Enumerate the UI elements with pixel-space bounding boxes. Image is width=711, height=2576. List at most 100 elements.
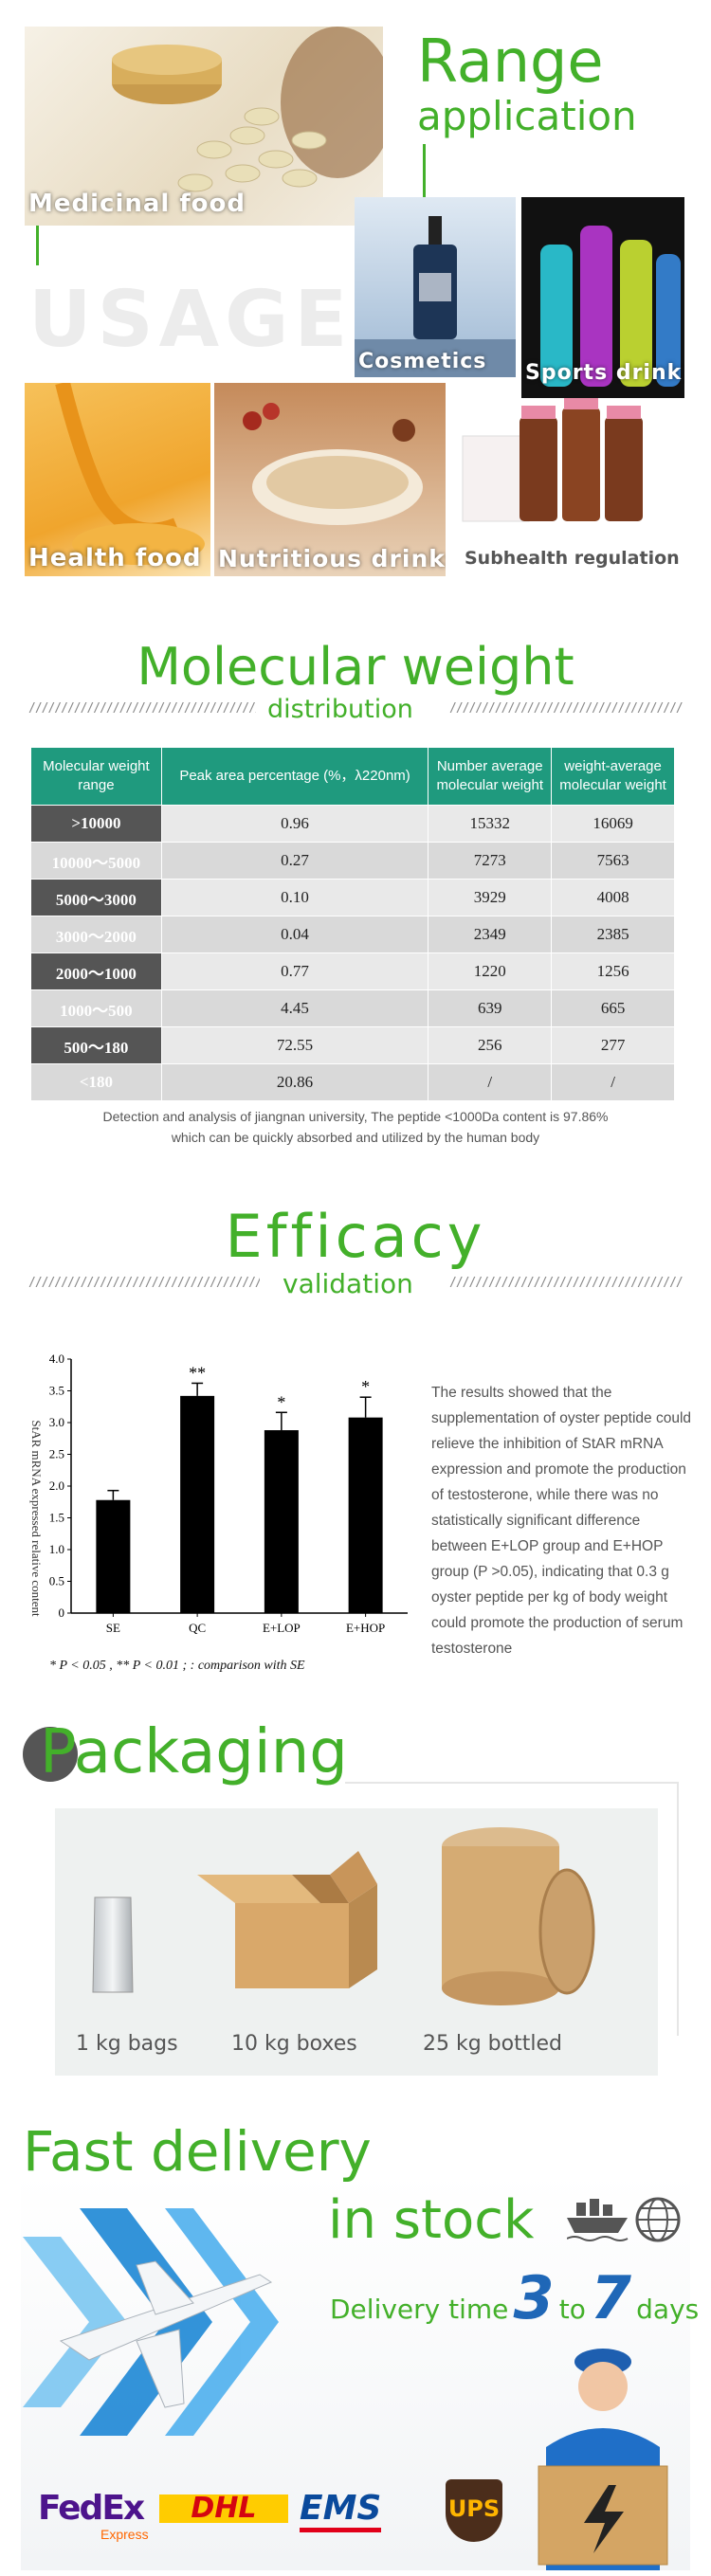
packaging-title: Packaging <box>40 1717 348 1787</box>
divider-right: ////////////////////////////////////////… <box>449 1276 683 1290</box>
carrier-logo-ups: UPS <box>446 2479 502 2542</box>
divider-right: ////////////////////////////////////////… <box>449 701 683 716</box>
table-cell: 5000～3000 <box>30 879 162 916</box>
y-tick-label: 0.5 <box>49 1574 64 1588</box>
honey-illustration <box>55 383 205 565</box>
delivery-time-to-word: to <box>558 2294 586 2325</box>
fedex-express-text: Express <box>100 2527 149 2542</box>
packaging-frame-side <box>677 1782 679 2036</box>
sports-drink-image: Sports drink <box>521 197 684 406</box>
left-accent-line <box>36 226 39 265</box>
nutritious-drinks-image: Nutritious drinks <box>214 383 446 576</box>
packaging-title-first: P <box>40 1717 74 1787</box>
significance-mark: * <box>277 1392 285 1411</box>
table-cell: 0.04 <box>160 916 429 953</box>
packaging-title-rest: ackaging <box>73 1717 348 1787</box>
carrier-logo-ems: EMS <box>300 2489 382 2532</box>
table-cell: 0.27 <box>160 842 429 880</box>
molecular-subtitle: distribution <box>267 695 413 724</box>
item-label-subhealth: Subhealth regulation <box>465 548 680 569</box>
molecular-note-line2: which can be quickly absorbed and utiliz… <box>171 1130 540 1145</box>
bar-qc <box>180 1395 215 1613</box>
table-cell: 1256 <box>551 952 675 990</box>
globe-icon <box>635 2197 681 2242</box>
table-row: 500～180 72.55 256 277 <box>30 1026 675 1064</box>
table-cell: 0.10 <box>160 879 429 916</box>
molecular-weight-table: Molecular weight range Peak area percent… <box>30 747 675 1101</box>
package-label-bags: 1 kg bags <box>76 2032 178 2056</box>
y-tick-label: 1.5 <box>49 1511 64 1525</box>
cosmetics-image: Cosmetics <box>355 197 516 377</box>
table-cell: 500～180 <box>30 1026 162 1064</box>
table-cell: 20.86 <box>160 1063 429 1101</box>
table-cell: 4008 <box>551 879 675 916</box>
packaging-panel: 1 kg bags 10 kg boxes 25 kg bottled <box>55 1808 658 2076</box>
delivery-time-line: Delivery time 3 to 7 days <box>330 2263 699 2332</box>
table-header-row: Molecular weight range Peak area percent… <box>30 747 675 806</box>
delivery-time-suffix: days <box>636 2294 700 2325</box>
efficacy-description: The results showed that the supplementat… <box>431 1385 692 1657</box>
bar-e-hop <box>348 1417 383 1613</box>
range-section: USAGE Range application Medicinal food <box>0 0 711 607</box>
y-tick-label: 3.0 <box>49 1415 64 1429</box>
item-label-nutritious-drinks: Nutritious drinks <box>218 545 446 572</box>
delivery-subtitle: in stock <box>328 2189 535 2251</box>
carrier-logo-dhl: DHL <box>159 2494 288 2523</box>
molecular-note-line1: Detection and analysis of jiangnan unive… <box>102 1109 609 1124</box>
package-label-bottled: 25 kg bottled <box>423 2032 562 2056</box>
ship-icon <box>567 2199 629 2241</box>
table-row: >10000 0.96 15332 16069 <box>30 805 675 843</box>
table-cell: / <box>428 1063 553 1101</box>
column-header: Molecular weight range <box>30 747 162 806</box>
item-label-sports-drink: Sports drink <box>525 361 683 385</box>
y-tick-label: 1.0 <box>49 1542 64 1556</box>
column-header: Number average molecular weight <box>428 747 553 806</box>
usage-watermark: USAGE <box>28 275 354 365</box>
table-cell: 0.77 <box>160 952 429 990</box>
table-cell: 4.45 <box>160 989 429 1027</box>
column-header: Peak area percentage (%，λ220nm) <box>160 747 429 806</box>
efficacy-title: Efficacy <box>225 1202 486 1271</box>
table-cell: 277 <box>551 1026 675 1064</box>
courier-person-illustration <box>538 2349 668 2570</box>
table-cell: 1000～500 <box>30 989 162 1027</box>
item-label-health-food: Health food <box>28 544 202 572</box>
molecular-title: Molecular weight <box>137 637 574 697</box>
soup-bowl-illustration <box>243 403 423 525</box>
delivery-time-prefix: Delivery time <box>330 2294 509 2325</box>
foil-bag-illustration <box>92 1896 134 1993</box>
table-cell: 16069 <box>551 805 675 843</box>
subhealth-image: Subhealth regulation <box>453 398 684 576</box>
table-cell: <180 <box>30 1063 162 1101</box>
delivery-time-to: 7 <box>590 2263 632 2332</box>
drink-bottles-illustration <box>540 226 681 387</box>
y-tick-label: 4.0 <box>49 1351 64 1366</box>
y-tick-label: 2.0 <box>49 1478 64 1493</box>
x-tick-label: SE <box>106 1621 120 1635</box>
star-mrna-bar-chart: StAR mRNA expressed relative content 0 0.… <box>29 1351 408 1635</box>
column-header: weight-average molecular weight <box>551 747 675 806</box>
table-cell: 7273 <box>428 842 553 880</box>
table-cell: 2000～1000 <box>30 952 162 990</box>
table-row: 1000～500 4.45 639 665 <box>30 989 675 1027</box>
table-row: 10000～5000 0.27 7273 7563 <box>30 842 675 880</box>
table-cell: 0.96 <box>160 805 429 843</box>
medicinal-food-image: Medicinal food <box>25 27 383 226</box>
significance-mark: ** <box>189 1363 206 1382</box>
table-row: 5000～3000 0.10 3929 4008 <box>30 879 675 916</box>
airplane-arrows-illustration <box>23 2208 279 2436</box>
table-cell: 2349 <box>428 916 553 953</box>
table-cell: 3000～2000 <box>30 916 162 953</box>
health-food-image: Health food <box>25 383 210 576</box>
y-tick-label: 2.5 <box>49 1447 64 1461</box>
packaging-frame <box>345 1782 677 1784</box>
table-cell: 256 <box>428 1026 553 1064</box>
packaging-p-circle <box>23 1727 78 1782</box>
divider-left: ////////////////////////////////////////… <box>28 701 256 716</box>
efficacy-subtitle: validation <box>283 1268 413 1299</box>
table-cell: 2385 <box>551 916 675 953</box>
table-row: 2000～1000 0.77 1220 1256 <box>30 952 675 990</box>
table-cell: 15332 <box>428 805 553 843</box>
delivery-time-from: 3 <box>513 2263 555 2332</box>
table-cell: 10000～5000 <box>30 842 162 880</box>
